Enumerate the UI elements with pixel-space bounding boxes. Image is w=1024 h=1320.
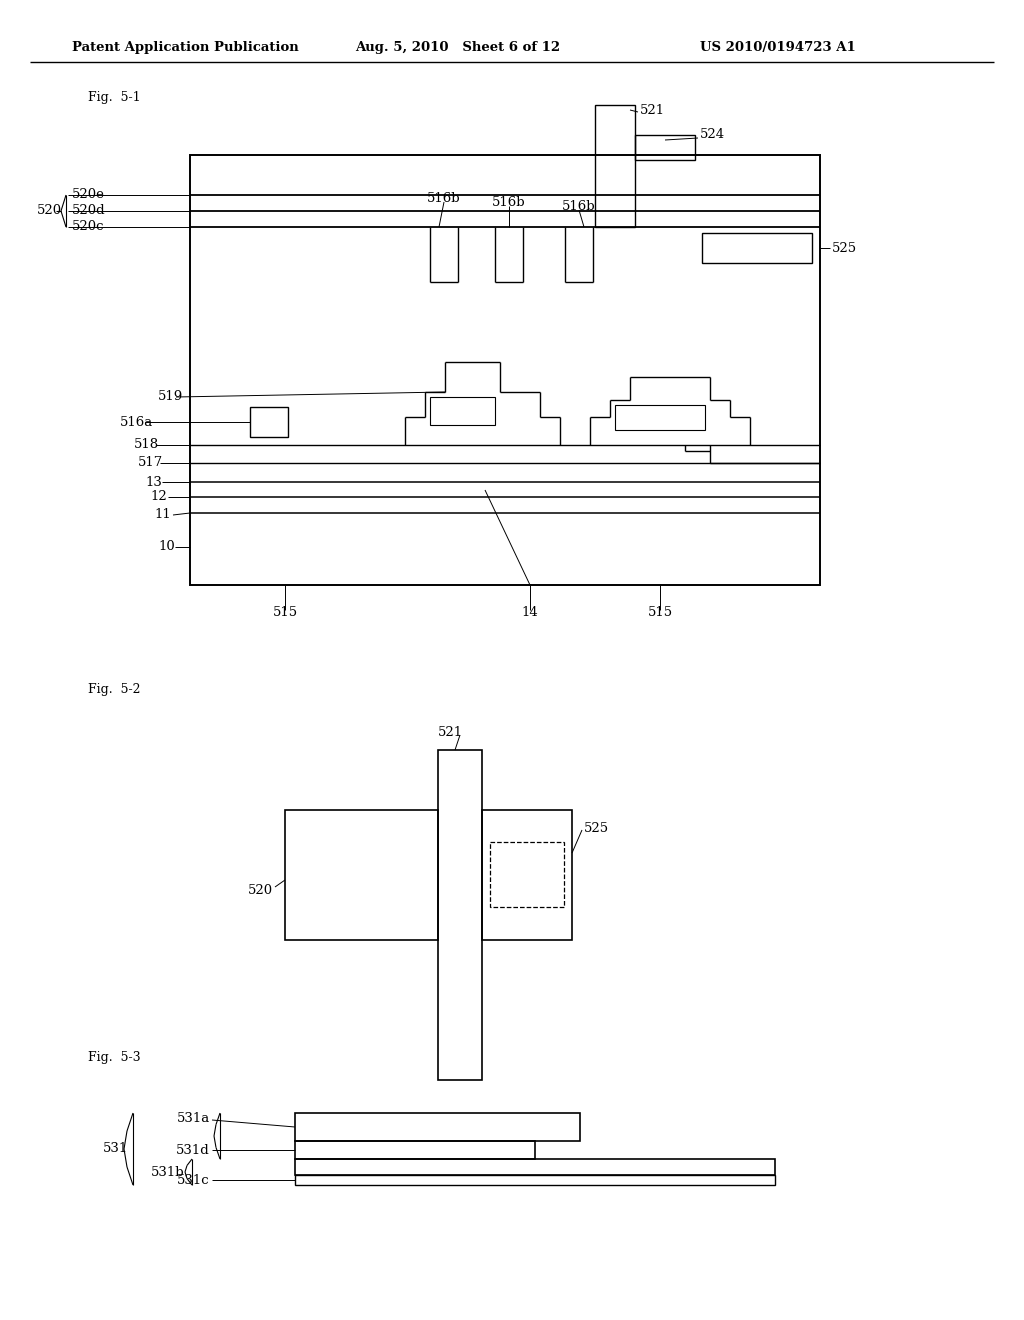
Text: 531a: 531a	[177, 1113, 210, 1126]
Text: 520: 520	[37, 205, 62, 218]
Text: 525: 525	[831, 242, 857, 255]
Text: 516b: 516b	[427, 193, 461, 206]
Text: 516a: 516a	[120, 416, 154, 429]
Text: 12: 12	[150, 491, 167, 503]
Text: 524: 524	[700, 128, 725, 141]
Text: Fig.  5-2: Fig. 5-2	[88, 684, 140, 697]
Text: 520e: 520e	[72, 189, 104, 202]
Text: 531: 531	[102, 1143, 128, 1155]
Text: 13: 13	[145, 475, 162, 488]
Text: 531b: 531b	[152, 1166, 185, 1179]
Text: Aug. 5, 2010   Sheet 6 of 12: Aug. 5, 2010 Sheet 6 of 12	[355, 41, 560, 54]
Text: 520c: 520c	[72, 220, 104, 234]
Text: Fig.  5-1: Fig. 5-1	[88, 91, 140, 104]
Text: US 2010/0194723 A1: US 2010/0194723 A1	[700, 41, 856, 54]
Text: 10: 10	[158, 540, 175, 553]
Text: 519: 519	[158, 391, 183, 404]
Text: Patent Application Publication: Patent Application Publication	[72, 41, 299, 54]
Text: 11: 11	[154, 508, 171, 521]
Text: 517: 517	[138, 457, 163, 470]
Text: 525: 525	[584, 821, 609, 834]
Text: 520d: 520d	[72, 205, 105, 218]
Text: 531c: 531c	[177, 1173, 210, 1187]
Text: 521: 521	[437, 726, 463, 738]
Text: 515: 515	[647, 606, 673, 619]
Text: 515: 515	[272, 606, 298, 619]
Text: 521: 521	[640, 103, 666, 116]
Text: 531d: 531d	[176, 1143, 210, 1156]
Text: Fig.  5-3: Fig. 5-3	[88, 1052, 140, 1064]
Text: 518: 518	[134, 438, 159, 451]
Text: 14: 14	[521, 606, 539, 619]
Text: 520: 520	[248, 883, 273, 896]
Text: 516b: 516b	[493, 197, 525, 210]
Text: 516b: 516b	[562, 201, 596, 214]
